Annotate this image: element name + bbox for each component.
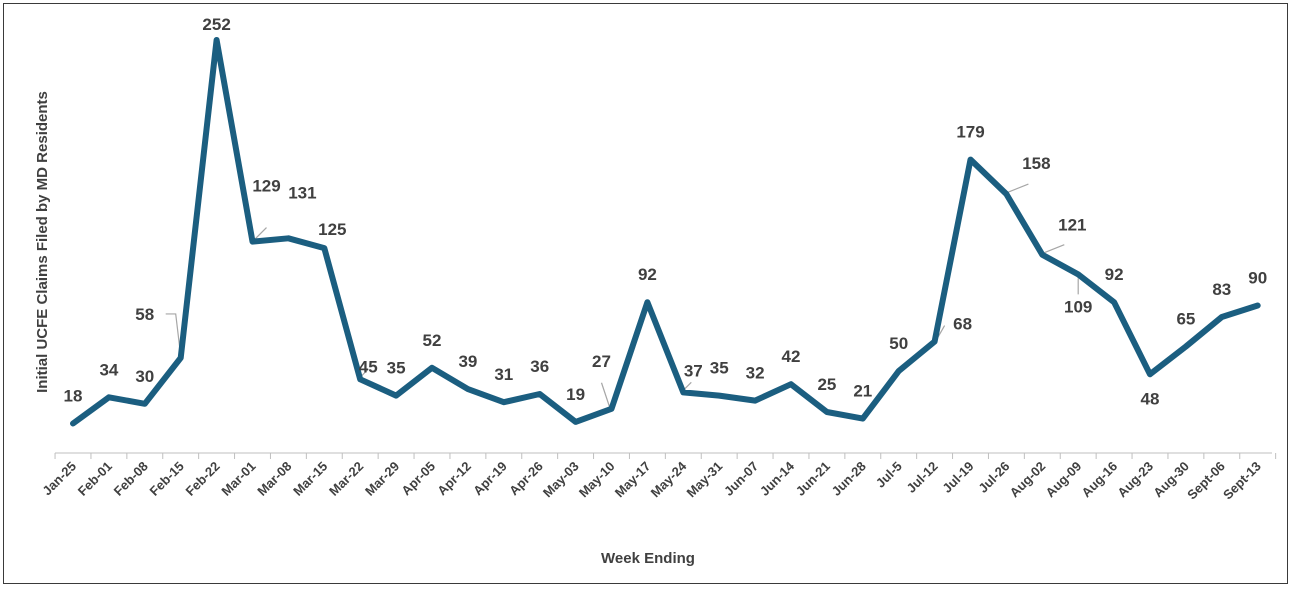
data-label: 21: [853, 382, 872, 401]
data-label: 35: [710, 359, 729, 378]
data-label: 129: [252, 177, 280, 196]
data-label: 25: [817, 375, 836, 394]
leader-line: [165, 313, 182, 357]
data-label: 121: [1058, 216, 1086, 235]
leader-line: [1008, 183, 1029, 193]
data-label: 109: [1064, 297, 1092, 316]
x-tick-label: Feb-01: [75, 459, 115, 499]
data-label: 30: [135, 367, 154, 386]
x-tick-label: Mar-15: [290, 459, 330, 499]
data-label: 90: [1248, 269, 1267, 288]
x-axis-ticks: [54, 453, 1277, 459]
x-tick-label: Sept-13: [1220, 459, 1264, 503]
data-label: 68: [953, 315, 972, 334]
data-label: 131: [288, 183, 316, 202]
data-label: 83: [1212, 280, 1231, 299]
leader-line: [1044, 244, 1065, 254]
x-tick-label: Feb-15: [147, 459, 187, 499]
data-label: 35: [387, 359, 406, 378]
x-tick-label: May-10: [576, 459, 618, 501]
x-tick-label: Aug-09: [1043, 459, 1085, 501]
data-label: 34: [99, 360, 118, 379]
x-tick-label: May-24: [648, 458, 690, 500]
x-tick-label: Mar-29: [362, 459, 402, 499]
x-tick-label: Apr-05: [398, 459, 438, 499]
data-label: 37: [684, 361, 703, 380]
x-tick-label: Feb-08: [111, 459, 151, 499]
data-label: 158: [1022, 154, 1050, 173]
data-label: 19: [566, 385, 585, 404]
leader-line: [600, 382, 611, 407]
series-line: [70, 37, 1261, 427]
data-label: 42: [782, 347, 801, 366]
data-label: 125: [318, 220, 346, 239]
leader-line: [254, 227, 267, 241]
data-label: 50: [889, 334, 908, 353]
x-tick-label: May-17: [612, 459, 654, 501]
x-tick-label: Jan-25: [39, 459, 79, 499]
x-tick-label: Apr-19: [470, 459, 510, 499]
data-label: 179: [956, 123, 984, 142]
x-tick-label: Jun-28: [829, 459, 869, 499]
x-tick-label: Apr-26: [506, 459, 546, 499]
data-label: 65: [1176, 309, 1195, 328]
data-label: 252: [202, 15, 230, 34]
chart-frame: [3, 3, 1288, 584]
data-label: 32: [746, 364, 765, 383]
y-axis-title: Initial UCFE Claims Filed by MD Resident…: [34, 91, 51, 393]
x-tick-label: Aug-16: [1078, 459, 1120, 501]
x-tick-label: May-03: [540, 459, 582, 501]
x-tick-label: Jul-19: [939, 459, 976, 496]
data-label: 52: [423, 331, 442, 350]
x-tick-labels: Jan-25Feb-01Feb-08Feb-15Feb-22Mar-01Mar-…: [39, 458, 1263, 502]
x-tick-label: Mar-22: [326, 459, 366, 499]
x-tick-label: Feb-22: [182, 459, 222, 499]
x-tick-label: Mar-08: [254, 459, 294, 499]
x-tick-label: Jun-14: [757, 458, 798, 499]
data-label: 45: [359, 357, 378, 376]
x-tick-label: May-31: [684, 459, 726, 501]
x-tick-label: Jun-07: [721, 459, 761, 499]
x-tick-label: Apr-12: [434, 459, 474, 499]
data-label: 92: [1105, 265, 1124, 284]
x-tick-label: Mar-01: [218, 459, 258, 499]
leader-lines: [165, 183, 1079, 407]
x-tick-label: Aug-02: [1007, 459, 1049, 501]
x-tick-label: Jul-5: [873, 459, 905, 491]
data-label: 58: [135, 305, 154, 324]
data-label: 27: [592, 352, 611, 371]
x-tick-label: Aug-23: [1114, 459, 1156, 501]
data-label: 48: [1141, 389, 1160, 408]
x-tick-label: Jul-12: [904, 459, 941, 496]
data-label: 31: [494, 365, 513, 384]
x-tick-label: Jun-21: [793, 459, 833, 499]
data-label: 92: [638, 265, 657, 284]
data-label: 36: [530, 357, 549, 376]
x-tick-label: Sept-06: [1184, 459, 1228, 503]
x-axis-title: Week Ending: [601, 550, 695, 567]
data-label: 18: [64, 387, 83, 406]
data-label: 39: [458, 352, 477, 371]
